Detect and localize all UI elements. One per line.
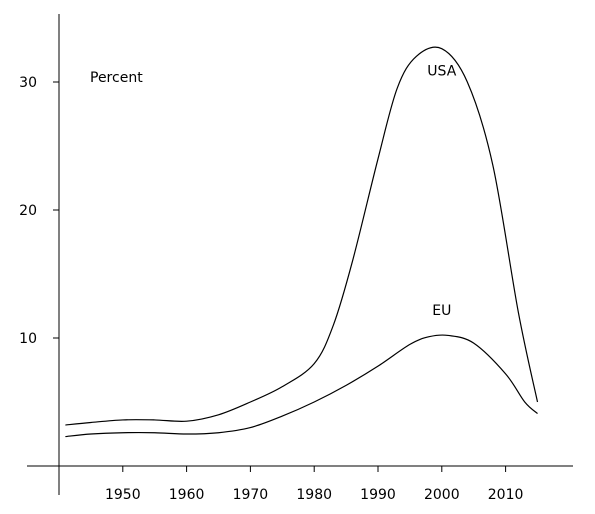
series-lines: [65, 46, 539, 438]
series-label-eu: EU: [432, 303, 451, 319]
x-tick-label: 2000: [424, 487, 460, 503]
series-label-usa: USA: [427, 64, 456, 80]
x-tick-label: 1970: [233, 487, 269, 503]
x-tick-label: 1950: [105, 487, 141, 503]
y-tick-label: 20: [19, 203, 37, 219]
x-tick-label: 1960: [169, 487, 205, 503]
x-tick-label: 1980: [296, 487, 332, 503]
series-labels: USA EU: [427, 64, 456, 319]
y-axis-ticks: 10 20 30: [19, 75, 59, 347]
y-tick-label: 30: [19, 75, 37, 91]
series-line-usa: [65, 46, 539, 426]
x-tick-label: 2010: [488, 487, 524, 503]
x-tick-label: 1990: [360, 487, 396, 503]
y-tick-label: 10: [19, 331, 37, 347]
x-axis-ticks: 1950 1960 1970 1980 1990 2000 2010: [105, 466, 523, 503]
series-line-eu: [65, 334, 538, 438]
y-unit-label: Percent: [90, 70, 143, 86]
